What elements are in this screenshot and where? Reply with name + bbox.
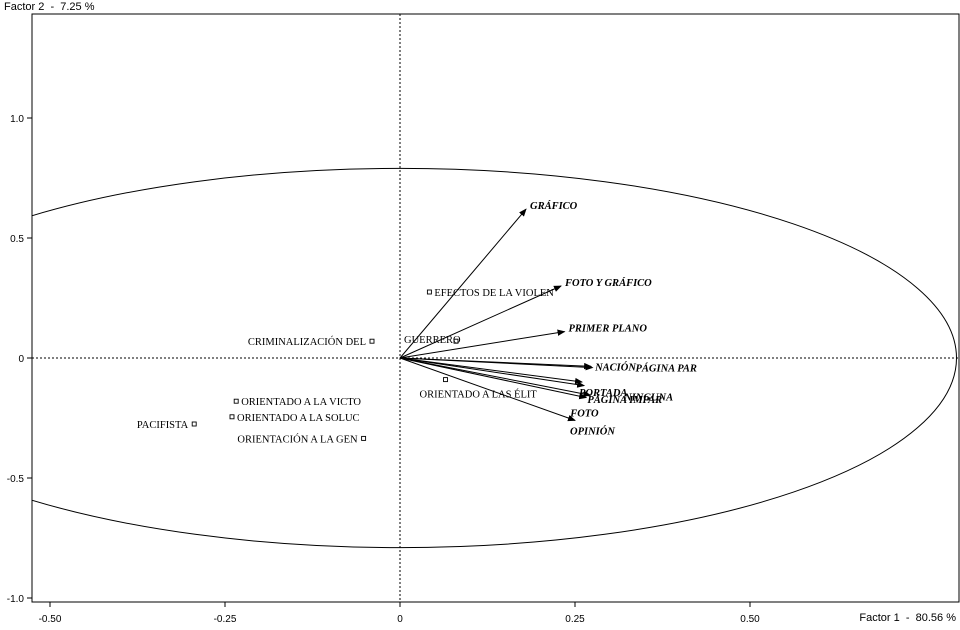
vector-label: OPINIÓN <box>570 425 615 437</box>
supplementary-point-marker <box>426 289 432 295</box>
vector-arrow <box>399 329 566 359</box>
y-tick-label: 1.0 <box>10 114 24 125</box>
supplementary-point-marker <box>369 338 375 344</box>
plot-border <box>31 13 960 603</box>
vector-arrow <box>399 357 586 388</box>
vector-label: FOTO Y GRÁFICO <box>564 277 652 289</box>
y-tick-label: -1.0 <box>7 594 25 605</box>
x-tick-label: 0 <box>397 614 403 625</box>
vector-label: PÁGINA IMPAR <box>587 394 662 406</box>
y-tick-label: 0.5 <box>10 234 24 245</box>
supplementary-point-label: ORIENTADO A LA VICTO <box>241 397 361 408</box>
plot-frame <box>31 13 960 603</box>
supplementary-point-label: ORIENTADO A LA SOLUC <box>237 413 360 424</box>
supplementary-point-label: GUERRERO <box>404 335 461 346</box>
vector-arrow <box>399 357 588 400</box>
vector-arrow <box>399 357 592 397</box>
vector-label: PORTADA <box>579 388 627 399</box>
x-tick-label: 0.25 <box>565 614 585 625</box>
vector-label: GRÁFICO <box>530 200 578 212</box>
supplementary-point-marker <box>453 338 459 344</box>
vector-arrow <box>399 285 562 359</box>
x-tick-label: -0.50 <box>39 614 62 625</box>
supplementary-point-label: CRIMINALIZACIÓN DEL <box>248 336 366 348</box>
supplementary-point-label: ORIENTADO A LAS ÉLIT <box>420 389 538 401</box>
x-tick-label: 0.50 <box>740 614 760 625</box>
vector-arrow <box>399 357 594 371</box>
supplementary-point-marker <box>191 421 197 427</box>
supplementary-point-label: ORIENTACIÓN A LA GEN <box>237 433 358 445</box>
ellipse-outline <box>32 167 957 549</box>
supplementary-point-marker <box>233 398 239 404</box>
supplementary-point-marker <box>229 414 235 420</box>
vector-arrow <box>399 208 527 359</box>
supplementary-point-marker <box>361 435 367 441</box>
y-tick-label: -0.5 <box>7 474 25 485</box>
vector-label: PÁGINA PAR <box>636 363 697 375</box>
y-tick-label: 0 <box>18 354 24 365</box>
axes: -0.50 -0.25 0 0.25 0.501.00.50-0.5-1.0 <box>7 14 960 625</box>
vector-label: NINGUNA <box>623 393 673 404</box>
vector-label: NACIÓN <box>594 361 636 373</box>
supplementary-point-label: EFECTOS DE LA VIOLEN <box>434 288 554 299</box>
supplementary-point-layer: EFECTOS DE LA VIOLEN GUERRERO CRIMINALIZAC… <box>137 288 554 445</box>
vector-arrow <box>399 357 583 385</box>
vector-arrow <box>399 357 576 422</box>
supplementary-point-label: PACIFISTA <box>137 420 189 431</box>
y-axis-title: Factor 2 - 7.25 % <box>4 1 95 13</box>
x-axis-title: Factor 1 - 80.56 % <box>859 612 956 624</box>
x-tick-label: -0.25 <box>214 614 237 625</box>
ellipse-layer <box>32 167 957 549</box>
vector-label: FOTO <box>569 409 599 420</box>
vector-label: PRIMER PLANO <box>569 324 648 335</box>
supplementary-point-marker <box>443 377 448 383</box>
